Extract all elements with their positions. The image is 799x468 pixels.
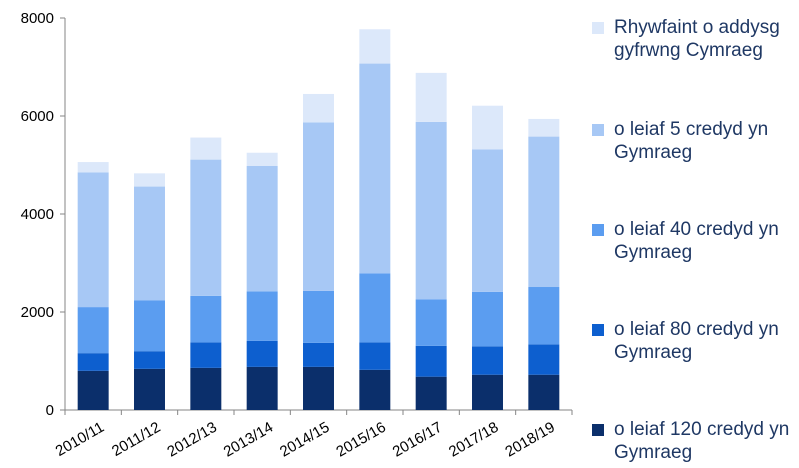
x-tick-label: 2016/17 bbox=[390, 419, 445, 461]
bar-segment bbox=[472, 291, 503, 347]
bar-segment bbox=[303, 122, 334, 291]
bar-segment bbox=[528, 344, 560, 375]
x-tick-label: 2015/16 bbox=[333, 419, 388, 461]
legend-label: Rhywfaint o addysg gyfrwng Cymraeg bbox=[614, 17, 780, 61]
bar-segment bbox=[303, 93, 334, 123]
bar-segment bbox=[190, 295, 222, 343]
x-tick-label: 2017/18 bbox=[446, 419, 501, 461]
bar-segment bbox=[246, 165, 278, 292]
legend-item-120-credits: o leiaf 120 credyd yn Gymraeg bbox=[592, 418, 799, 464]
bar-segment bbox=[472, 346, 503, 375]
legend-label: o leiaf 5 credyd yn Gymraeg bbox=[614, 119, 769, 163]
x-tick-label: 2010/11 bbox=[53, 419, 107, 460]
bar-segment bbox=[303, 342, 334, 367]
x-tick-label: 2013/14 bbox=[221, 419, 276, 461]
bar-segment bbox=[472, 149, 503, 292]
bar-segment bbox=[134, 351, 165, 369]
x-tick-label: 2014/15 bbox=[277, 419, 332, 461]
bar-segment bbox=[77, 172, 109, 308]
bar-segment bbox=[415, 121, 447, 300]
y-tick-label: 8000 bbox=[21, 10, 54, 27]
bar-segment bbox=[134, 173, 165, 187]
bar-segment bbox=[415, 376, 447, 410]
bar-segment bbox=[77, 353, 109, 371]
x-axis: 2010/11 2011/12 2012/13 2013/14 2014/15 2015/… bbox=[53, 409, 573, 461]
bar-segment bbox=[246, 366, 278, 410]
legend-item-40-credits: o leiaf 40 credyd yn Gymraeg bbox=[592, 218, 799, 264]
x-tick-label: 2012/13 bbox=[164, 419, 219, 461]
bar-segment bbox=[359, 369, 391, 410]
bar-segment bbox=[472, 105, 503, 150]
legend-label: o leiaf 120 credyd yn Gymraeg bbox=[614, 419, 790, 463]
legend-swatch bbox=[592, 124, 604, 136]
bar-segment bbox=[190, 342, 222, 368]
bar-segment bbox=[246, 291, 278, 341]
y-tick-label: 0 bbox=[46, 402, 54, 419]
bar-segment bbox=[190, 137, 222, 160]
bar-segment bbox=[528, 118, 560, 137]
bar-segment bbox=[77, 307, 109, 354]
legend-swatch bbox=[592, 424, 604, 436]
legend-swatch bbox=[592, 324, 604, 336]
bar-segment bbox=[359, 342, 391, 370]
x-tick-label: 2011/12 bbox=[109, 419, 163, 460]
legend-item-some-welsh-medium: Rhywfaint o addysg gyfrwng Cymraeg bbox=[592, 16, 799, 62]
y-tick-label: 4000 bbox=[21, 206, 54, 223]
bar-segment bbox=[528, 287, 560, 345]
bar-segment bbox=[415, 72, 447, 122]
bar-segment bbox=[359, 29, 391, 64]
bar-segment bbox=[303, 290, 334, 343]
legend-label: o leiaf 40 credyd yn Gymraeg bbox=[614, 219, 779, 263]
bar-segment bbox=[190, 367, 222, 410]
bar-segment bbox=[303, 366, 334, 410]
bar-segment bbox=[359, 63, 391, 274]
legend-item-80-credits: o leiaf 80 credyd yn Gymraeg bbox=[592, 318, 799, 364]
bar-segment bbox=[134, 300, 165, 352]
bars bbox=[77, 29, 560, 410]
bar-segment bbox=[77, 370, 109, 410]
legend-item-5-credits: o leiaf 5 credyd yn Gymraeg bbox=[592, 118, 799, 164]
bar-segment bbox=[134, 368, 165, 410]
bar-segment bbox=[246, 340, 278, 367]
y-axis: 0 2000 4000 6000 8000 bbox=[21, 10, 66, 419]
y-tick-label: 6000 bbox=[21, 108, 54, 125]
bar-segment bbox=[134, 186, 165, 301]
bar-segment bbox=[528, 374, 560, 410]
bar-segment bbox=[77, 162, 109, 173]
legend-label: o leiaf 80 credyd yn Gymraeg bbox=[614, 319, 779, 363]
legend: Rhywfaint o addysg gyfrwng Cymraeg o lei… bbox=[592, 0, 799, 468]
x-tick-label: 2018/19 bbox=[502, 419, 557, 461]
bar-segment bbox=[359, 273, 391, 343]
bar-segment bbox=[528, 136, 560, 288]
bar-segment bbox=[415, 345, 447, 377]
bar-segment bbox=[472, 374, 503, 410]
bar-segment bbox=[246, 152, 278, 166]
legend-swatch bbox=[592, 22, 604, 34]
legend-swatch bbox=[592, 224, 604, 236]
y-tick-label: 2000 bbox=[21, 304, 54, 321]
bar-segment bbox=[190, 159, 222, 296]
bar-segment bbox=[415, 299, 447, 346]
